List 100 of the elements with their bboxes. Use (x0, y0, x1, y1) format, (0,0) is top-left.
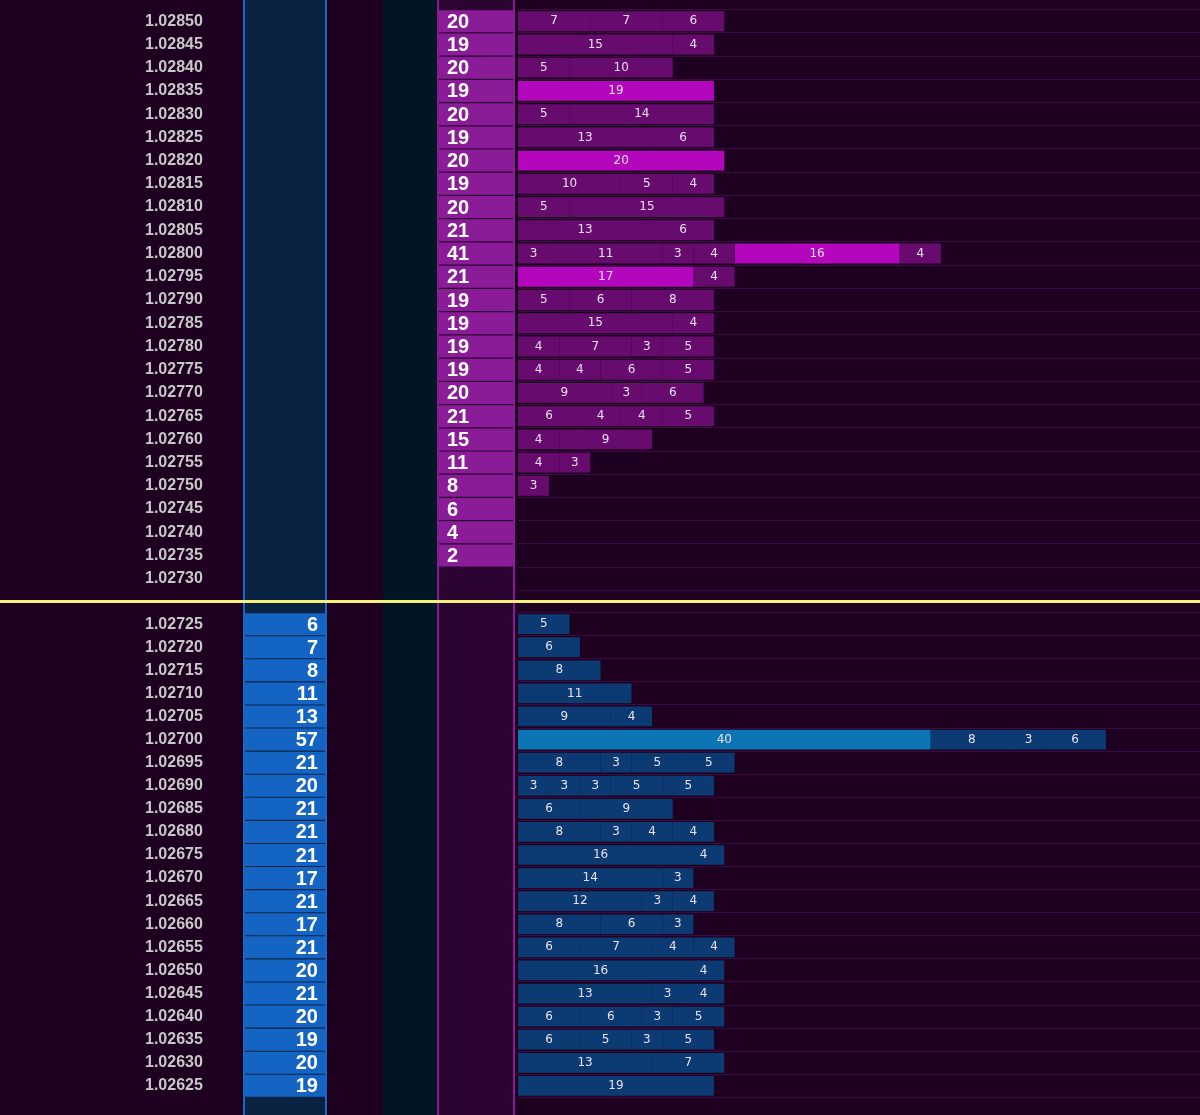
data-label: 7 (612, 939, 620, 954)
data-label: 6 (545, 800, 553, 815)
text: 20 (447, 381, 470, 404)
data-label: 40 (716, 731, 732, 746)
data-label: 5 (694, 1008, 703, 1023)
y-tick-label: 1.02730 (145, 569, 203, 587)
y-tick-label: 1.02675 (145, 845, 203, 863)
data-label: 4 (710, 939, 718, 954)
data-label: 3 (529, 477, 538, 492)
y-tick-label: 1.02800 (145, 243, 203, 261)
data-label: 6 (607, 1008, 615, 1023)
y-tick-label: 1.02805 (145, 220, 203, 238)
text: 57 (295, 728, 318, 751)
text: 7 (306, 635, 318, 658)
data-label: 8 (968, 731, 976, 746)
y-tick-label: 1.02815 (145, 174, 203, 192)
text: 20 (447, 149, 470, 172)
y-tick-label: 1.02780 (145, 336, 203, 354)
text: 19 (447, 358, 470, 381)
data-label: 6 (545, 939, 553, 954)
y-tick-label: 1.02710 (145, 683, 203, 701)
text: 17 (295, 912, 318, 935)
data-label: 6 (689, 13, 698, 28)
data-label: 19 (608, 83, 624, 98)
data-label: 3 (570, 454, 579, 469)
data-label: 3 (1024, 731, 1033, 746)
data-label: 6 (596, 292, 605, 307)
data-label: 9 (622, 800, 631, 815)
y-tick-label: 1.02650 (145, 960, 203, 978)
data-label: 3 (674, 916, 682, 931)
data-label: 6 (679, 129, 687, 144)
y-tick-label: 1.02795 (145, 267, 203, 285)
y-tick-label: 1.02720 (145, 637, 203, 655)
data-label: 16 (809, 245, 825, 260)
data-label: 5 (705, 754, 713, 769)
y-tick-label: 1.02850 (145, 11, 203, 29)
text: 8 (306, 658, 318, 681)
data-label: 8 (555, 916, 564, 931)
data-label: 9 (560, 385, 569, 400)
data-label: 15 (639, 199, 655, 214)
data-label: 5 (539, 59, 548, 74)
data-label: 3 (643, 1031, 651, 1046)
data-label: 3 (653, 893, 662, 908)
data-label: 7 (591, 338, 600, 353)
text: 19 (295, 1074, 318, 1097)
data-label: 3 (529, 245, 538, 260)
data-label: 4 (710, 268, 718, 283)
text: 11 (296, 681, 318, 704)
y-tick-label: 1.02690 (145, 776, 203, 794)
bar (518, 475, 549, 496)
data-label: 6 (1071, 731, 1079, 746)
y-tick-label: 1.02725 (145, 614, 203, 632)
data-label: 13 (577, 985, 593, 1000)
text: 21 (295, 935, 318, 958)
data-label: 10 (613, 59, 629, 74)
data-label: 3 (674, 245, 682, 260)
data-label: 6 (627, 361, 636, 376)
text: 21 (447, 265, 470, 288)
text: 8 (447, 474, 459, 497)
data-label: 5 (684, 408, 693, 423)
data-label: 4 (689, 36, 698, 51)
text: 19 (447, 79, 470, 102)
data-label: 5 (632, 777, 641, 792)
data-label: 6 (545, 408, 553, 423)
y-tick-label: 1.02660 (145, 914, 203, 932)
data-label: 14 (634, 106, 650, 121)
data-label: 3 (612, 754, 620, 769)
data-label: 6 (545, 1031, 553, 1046)
data-label: 4 (534, 338, 543, 353)
data-label: 3 (591, 777, 600, 792)
y-tick-label: 1.02625 (145, 1076, 203, 1094)
text: 6 (447, 497, 459, 520)
y-tick-label: 1.02750 (145, 476, 203, 494)
data-label: 5 (684, 361, 693, 376)
data-label: 4 (689, 893, 698, 908)
text: 19 (447, 334, 470, 357)
y-tick-label: 1.02645 (145, 983, 203, 1001)
data-label: 5 (684, 338, 693, 353)
data-label: 16 (592, 962, 609, 977)
data-label: 3 (622, 385, 631, 400)
data-label: 4 (689, 315, 698, 330)
text: 21 (295, 820, 318, 843)
text: 20 (295, 774, 318, 797)
data-label: 3 (612, 824, 620, 839)
text: 21 (447, 404, 470, 427)
bar (518, 1075, 714, 1096)
text: 20 (447, 102, 470, 125)
data-label: 7 (684, 1054, 693, 1069)
data-label: 14 (582, 870, 598, 885)
text: 13 (295, 705, 318, 727)
data-label: 8 (555, 824, 564, 839)
bar (518, 683, 632, 704)
data-label: 4 (648, 824, 656, 839)
text: 20 (295, 1005, 318, 1028)
data-label: 4 (576, 361, 584, 376)
data-label: 4 (689, 824, 698, 839)
y-tick-label: 1.02695 (145, 753, 203, 771)
data-label: 4 (668, 939, 677, 954)
text: 19 (447, 288, 470, 311)
data-label: 5 (643, 175, 651, 190)
